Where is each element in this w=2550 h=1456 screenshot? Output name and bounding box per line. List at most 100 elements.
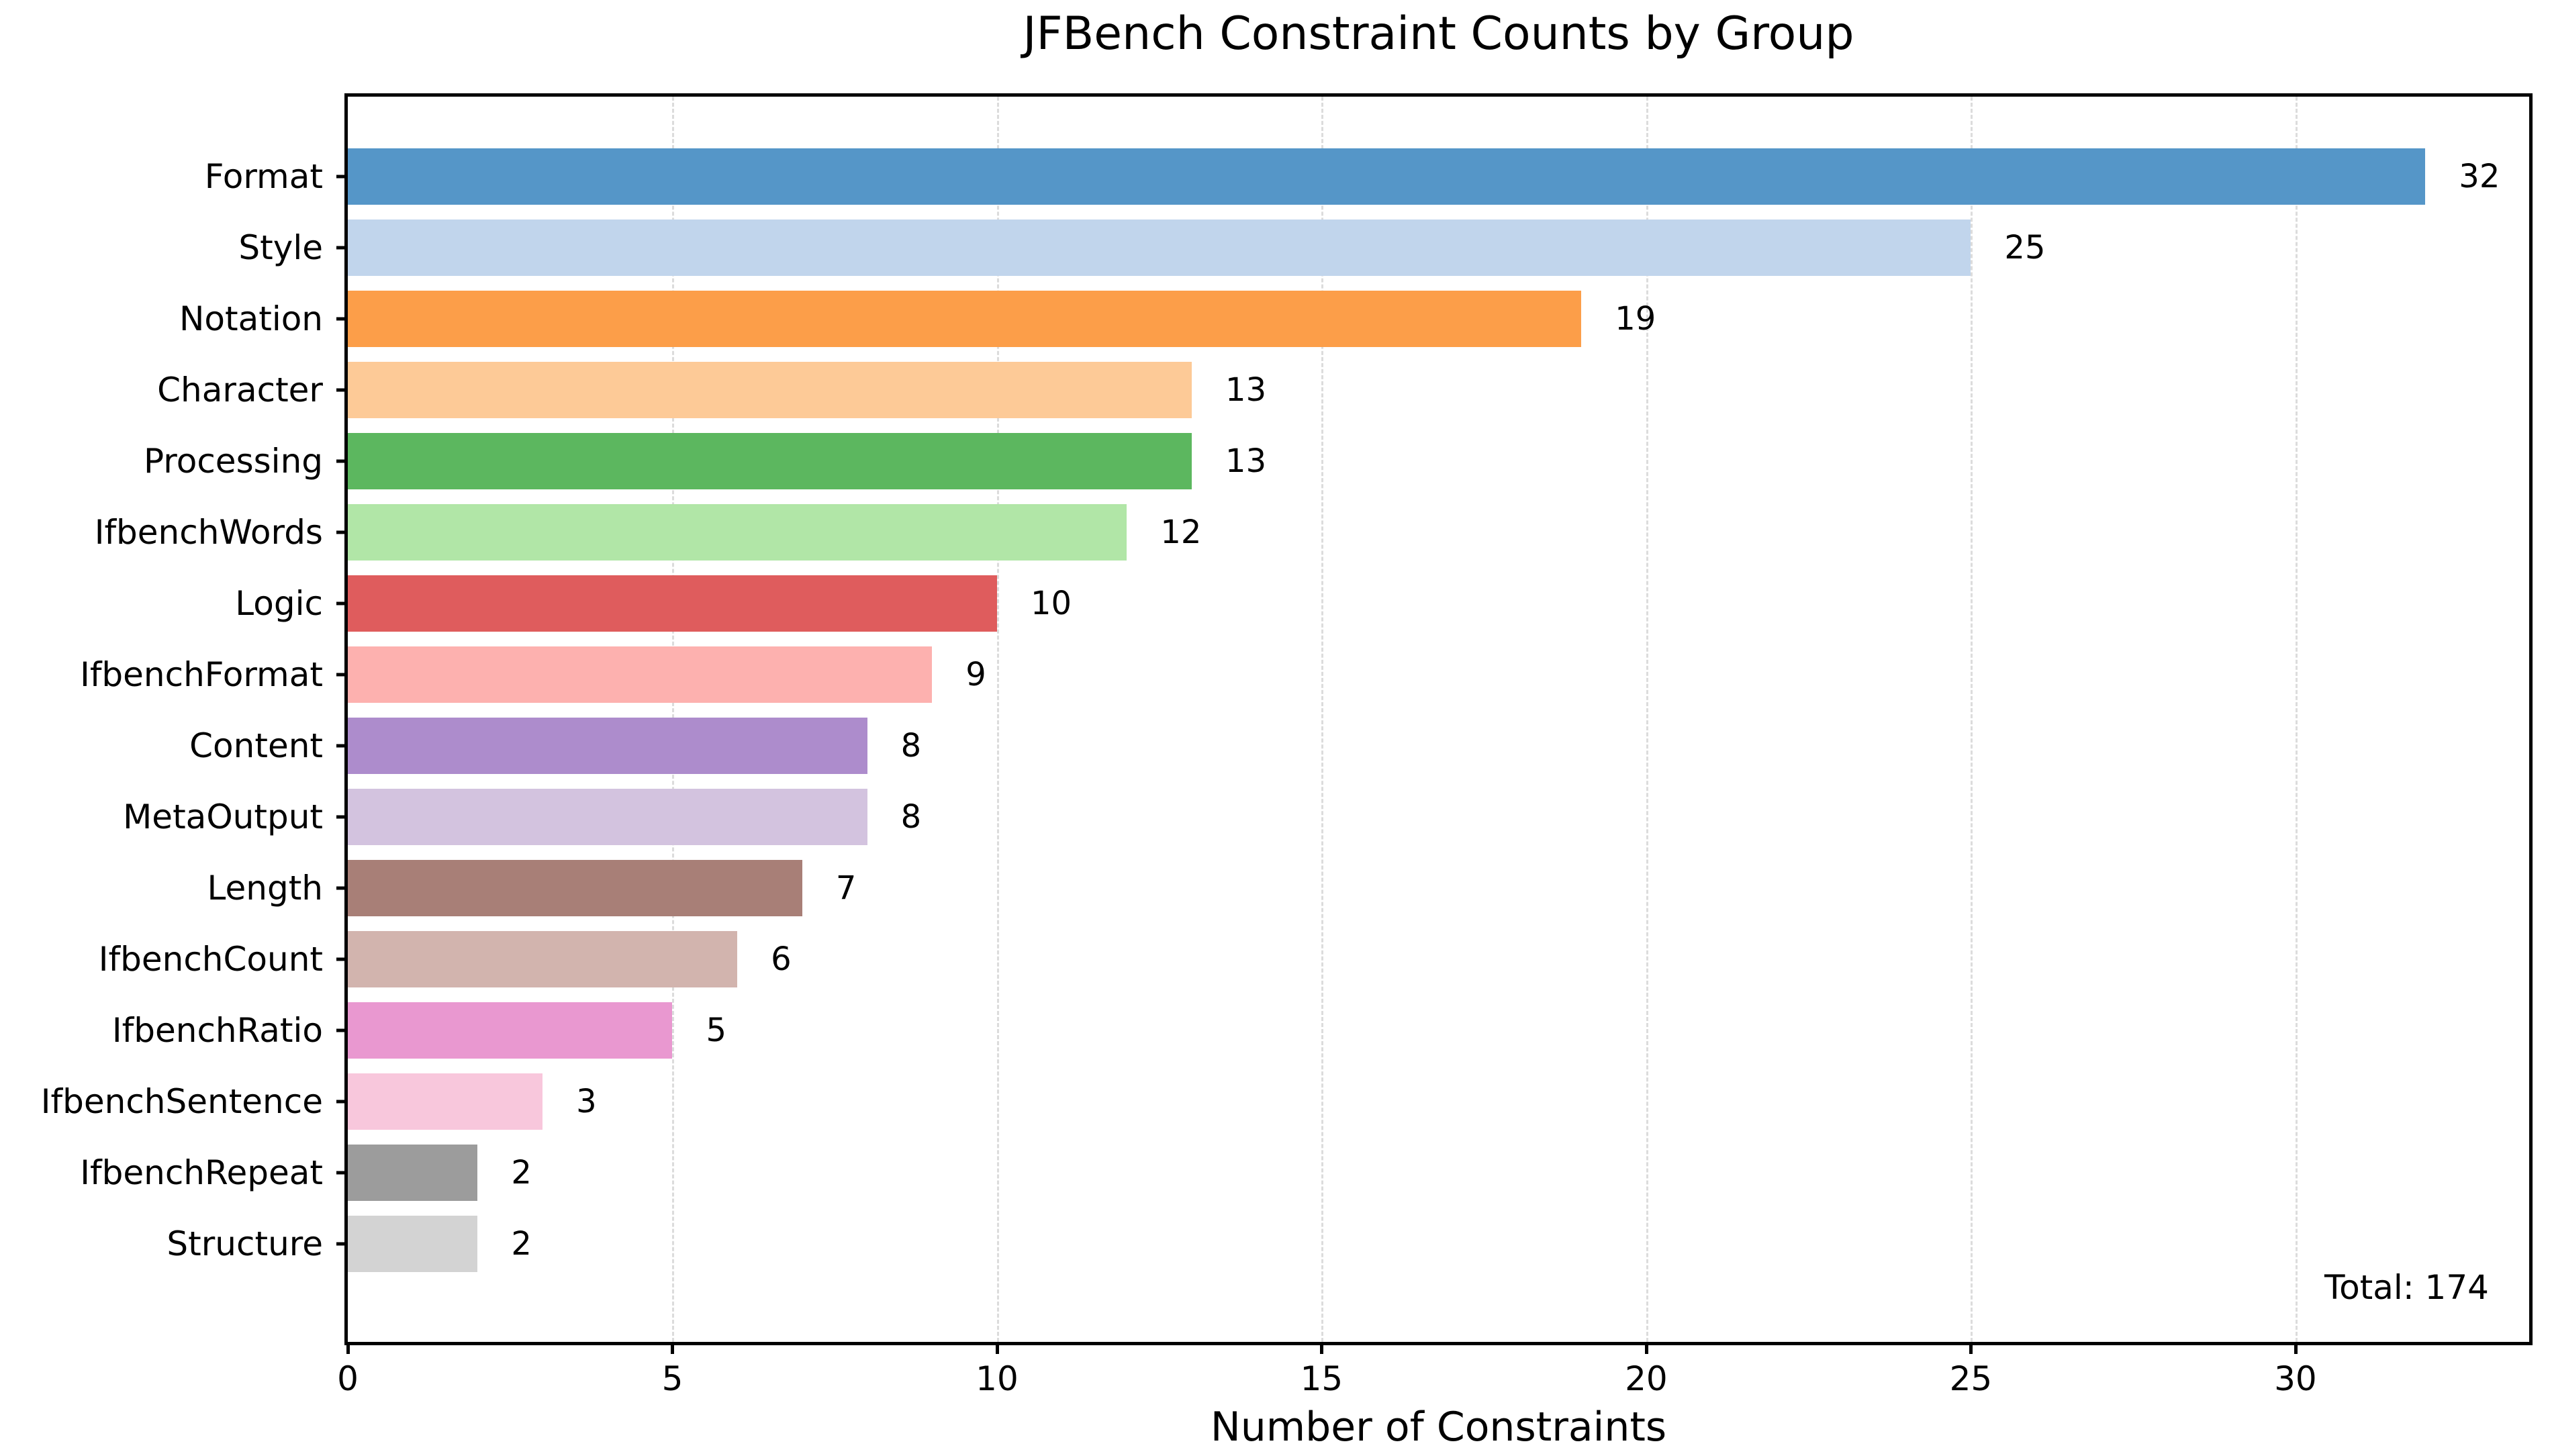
bar-row: IfbenchRepeat 2: [80, 1137, 2529, 1208]
category-label: IfbenchRatio: [111, 1011, 323, 1050]
category-label: Length: [207, 869, 323, 908]
x-tick-label-20: 20: [1625, 1359, 1668, 1398]
value-label: 19: [1615, 300, 1656, 338]
gridline-25: [1971, 97, 1973, 1342]
bar: [348, 291, 1582, 347]
y-tick-mark: [336, 530, 348, 534]
x-tick-label-5: 5: [661, 1359, 683, 1398]
x-tick-mark-30: [2294, 1342, 2298, 1354]
bar: [348, 718, 867, 774]
gridline-10: [996, 97, 999, 1342]
value-label: 6: [771, 940, 792, 978]
value-label: 32: [2459, 158, 2500, 195]
category-label: IfbenchSentence: [40, 1082, 323, 1121]
x-tick-mark-15: [1320, 1342, 1324, 1354]
bar-row: Length 7: [207, 853, 2529, 924]
bar-row: IfbenchWords 12: [95, 497, 2529, 568]
bar-row: Content 8: [189, 710, 2529, 781]
value-label: 12: [1160, 514, 1202, 551]
x-tick-mark-10: [995, 1342, 999, 1354]
bar: [348, 220, 1971, 276]
y-tick-mark: [336, 246, 348, 250]
x-tick-label-15: 15: [1300, 1359, 1343, 1398]
category-label: IfbenchFormat: [80, 655, 323, 694]
value-label: 7: [835, 869, 857, 907]
category-label: Style: [238, 228, 323, 267]
x-axis-label: Number of Constraints: [1210, 1404, 1667, 1451]
bar-row: Style 25: [238, 212, 2529, 283]
x-tick-mark-5: [671, 1342, 675, 1354]
y-tick-mark: [336, 1171, 348, 1175]
value-label: 2: [511, 1225, 532, 1263]
category-label: Character: [157, 371, 323, 409]
gridline-20: [1646, 97, 1648, 1342]
bar: [348, 362, 1192, 418]
plot-area: Format 32 Style 25 Notation 19 Character 13 Proc…: [41, 93, 2533, 1451]
y-tick-mark: [336, 744, 348, 748]
y-tick-mark: [336, 1100, 348, 1104]
gridline-30: [2295, 97, 2298, 1342]
bar-row: Processing 13: [144, 426, 2529, 497]
value-label: 25: [2004, 229, 2046, 266]
bar-row: Structure 2: [167, 1208, 2529, 1279]
value-label: 2: [511, 1154, 532, 1192]
y-tick-mark: [336, 957, 348, 961]
category-label: Content: [189, 726, 323, 765]
y-tick-mark: [336, 175, 348, 179]
category-label: Format: [204, 157, 323, 196]
x-tick-label-10: 10: [976, 1359, 1019, 1398]
category-label: Processing: [144, 442, 323, 481]
x-tick-label-30: 30: [2274, 1359, 2317, 1398]
x-tick-label-25: 25: [1949, 1359, 1993, 1398]
bar-row: Format 32: [205, 141, 2529, 212]
bar: [348, 789, 867, 845]
value-label: 9: [965, 656, 986, 693]
bar: [348, 931, 738, 987]
total-annotation: Total: 174: [2324, 1268, 2489, 1307]
y-tick-mark: [336, 317, 348, 321]
bar-row: Character 13: [157, 354, 2529, 426]
y-tick-mark: [336, 388, 348, 392]
category-label: IfbenchWords: [94, 513, 323, 552]
bar-row: Logic 10: [235, 568, 2529, 639]
value-label: 8: [900, 727, 922, 765]
gridline-15: [1321, 97, 1324, 1342]
bar: [348, 1073, 543, 1130]
y-tick-mark: [336, 886, 348, 890]
category-label: IfbenchCount: [98, 940, 323, 979]
value-label: 3: [576, 1083, 597, 1120]
y-tick-mark: [336, 601, 348, 605]
y-tick-mark: [336, 815, 348, 819]
category-label: MetaOutput: [123, 797, 323, 836]
y-tick-mark: [336, 459, 348, 463]
bar: [348, 1216, 478, 1272]
bar: [348, 433, 1192, 489]
value-label: 10: [1030, 585, 1072, 622]
category-label: Structure: [167, 1224, 323, 1263]
x-tick-mark-0: [346, 1342, 350, 1354]
category-label: Notation: [179, 299, 323, 338]
x-tick-mark-25: [1969, 1342, 1973, 1354]
bar: [348, 1002, 673, 1059]
bar: [348, 860, 802, 916]
bar: [348, 1145, 478, 1201]
value-label: 5: [706, 1012, 727, 1049]
x-tick-mark-20: [1644, 1342, 1648, 1354]
bar: [348, 504, 1127, 561]
bar: [348, 148, 2426, 205]
bar-row: IfbenchSentence 3: [41, 1066, 2529, 1137]
chart-title: JFBench Constraint Counts by Group: [1023, 7, 1854, 60]
y-tick-mark: [336, 673, 348, 677]
bar-row: IfbenchCount 6: [99, 924, 2529, 995]
bar-row: Notation 19: [179, 283, 2529, 354]
bar-row: MetaOutput 8: [123, 781, 2529, 853]
x-tick-label-0: 0: [337, 1359, 359, 1398]
bar: [348, 575, 997, 632]
y-tick-mark: [336, 1028, 348, 1032]
y-tick-mark: [336, 1242, 348, 1246]
bar-row: IfbenchRatio 5: [112, 995, 2529, 1066]
value-label: 13: [1225, 442, 1267, 480]
value-label: 8: [900, 798, 922, 836]
category-label: Logic: [235, 584, 323, 623]
